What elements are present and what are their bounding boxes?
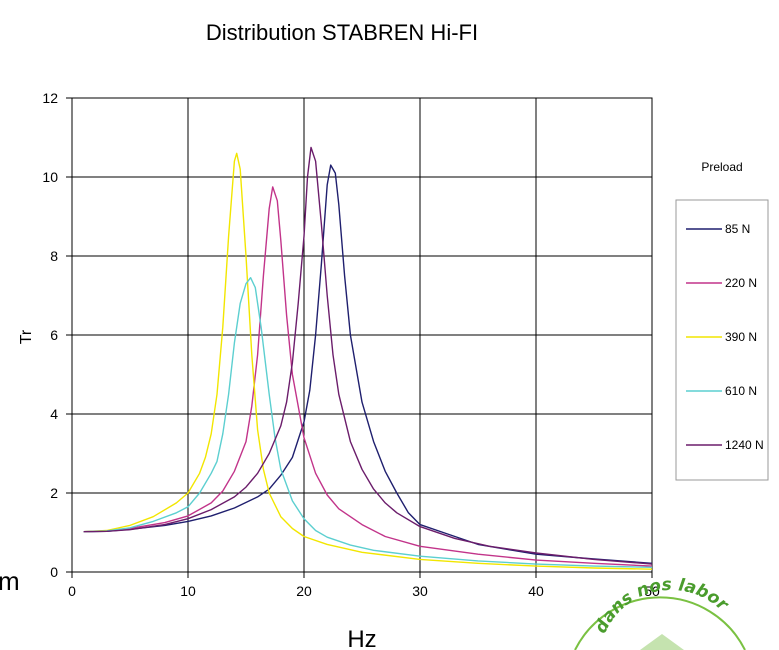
- legend-label: 1240 N: [725, 438, 764, 452]
- svg-text:dans nos labor: dans nos labor: [591, 575, 733, 637]
- x-tick-label: 0: [68, 583, 76, 599]
- x-tick-label: 30: [412, 583, 428, 599]
- y-tick-label: 6: [50, 327, 58, 343]
- legend-item: 1240 N: [686, 438, 764, 452]
- legend-title: Preload: [701, 160, 742, 174]
- series-line-610-n: [83, 277, 653, 568]
- legend-item: 85 N: [686, 222, 750, 236]
- x-tick-label: 10: [180, 583, 196, 599]
- legend-label: 610 N: [725, 384, 757, 398]
- y-tick-label: 8: [50, 248, 58, 264]
- stamp-text: dans nos labor: [591, 575, 733, 637]
- chart-title: Distribution STABREN Hi-FI: [206, 20, 478, 45]
- y-tick-label: 2: [50, 485, 58, 501]
- series-line-220-n: [83, 186, 653, 567]
- y-axis-title: Tr: [18, 329, 35, 344]
- series-line-1240-n: [83, 146, 653, 565]
- legend-item: 390 N: [686, 330, 757, 344]
- lab-stamp-logo: dans nos labor: [574, 575, 746, 650]
- axis-ticks: 0 10 20 30 40 50 0 2 4 6 8 10 12: [42, 90, 660, 599]
- y-tick-label: 12: [42, 90, 58, 106]
- legend: 85 N 220 N 390 N 610 N 1240 N: [686, 222, 764, 452]
- legend-item: 610 N: [686, 384, 757, 398]
- x-tick-label: 40: [528, 583, 544, 599]
- y-tick-label: 4: [50, 406, 58, 422]
- x-tick-label: 20: [296, 583, 312, 599]
- series-lines: [83, 146, 653, 570]
- series-line-85-n: [83, 164, 653, 564]
- y-tick-label: 10: [42, 169, 58, 185]
- legend-label: 85 N: [725, 222, 750, 236]
- y-tick-label: 0: [50, 564, 58, 580]
- legend-label: 220 N: [725, 276, 757, 290]
- legend-box: [675, 199, 769, 481]
- side-text-fragment: m: [0, 566, 20, 596]
- series-line-390-n: [83, 152, 653, 570]
- x-axis-title: Hz: [347, 626, 376, 650]
- x-tick-label: 50: [644, 583, 660, 599]
- legend-item: 220 N: [686, 276, 757, 290]
- legend-label: 390 N: [725, 330, 757, 344]
